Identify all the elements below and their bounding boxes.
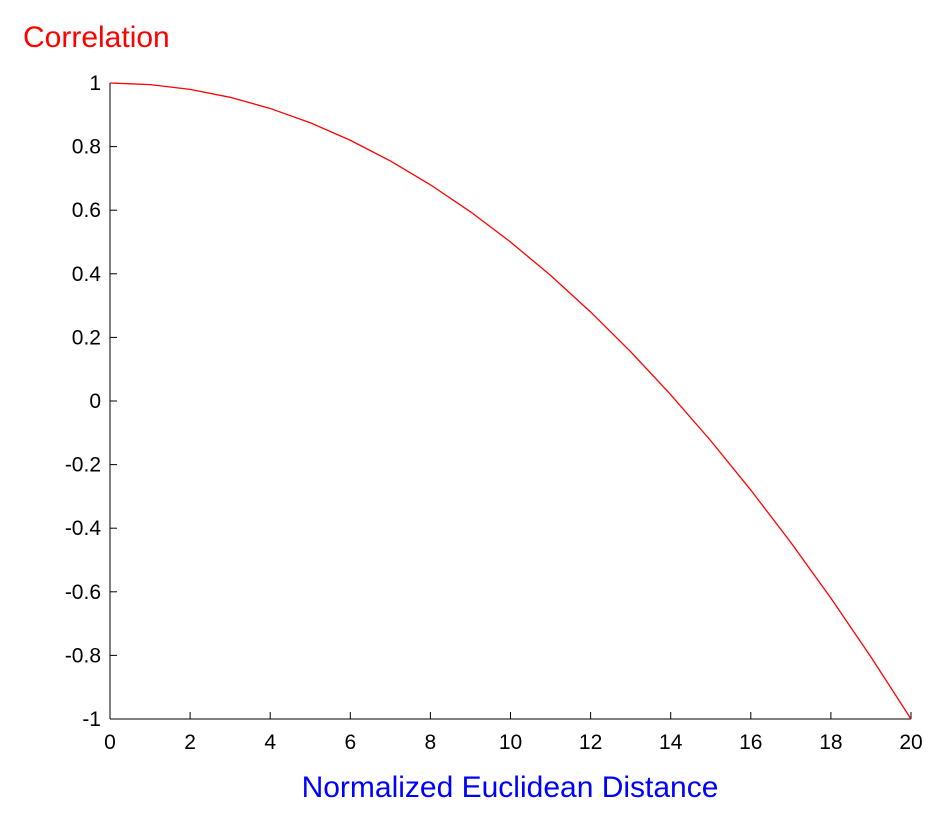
- y-tick-label: 0.4: [72, 263, 102, 286]
- x-tick-label: 2: [184, 731, 196, 754]
- x-ticks: 0 2 4 6 8 10 12 14 16 18 20: [104, 712, 923, 754]
- y-tick-label: -1: [82, 708, 101, 731]
- y-tick-label: -0.6: [65, 581, 101, 604]
- series: [109, 82, 912, 720]
- y-tick-label: 0.8: [72, 136, 101, 159]
- axes: [109, 83, 911, 720]
- y-tick-label: 1: [89, 72, 101, 95]
- y-tick-label: -0.2: [65, 454, 101, 477]
- series-line: [109, 82, 912, 720]
- y-tick-label: 0.6: [72, 199, 101, 222]
- y-tick-label: 0: [89, 390, 101, 413]
- x-tick-label: 20: [899, 731, 922, 754]
- y-tick-label: 0.2: [72, 326, 101, 349]
- y-ticks: 1 0.8 0.6 0.4 0.2 0 -0.2 -0.4 -0.6 -0.8 -1: [65, 72, 117, 731]
- x-tick-label: 12: [579, 731, 602, 754]
- x-tick-label: 8: [425, 731, 437, 754]
- x-tick-label: 10: [499, 731, 522, 754]
- x-tick-label: 6: [344, 731, 356, 754]
- x-axis-title: Normalized Euclidean Distance: [302, 771, 719, 804]
- y-axis-title: Correlation: [23, 21, 170, 54]
- x-tick-label: 16: [739, 731, 762, 754]
- x-tick-label: 18: [819, 731, 842, 754]
- y-tick-label: -0.4: [65, 517, 102, 540]
- x-tick-label: 0: [104, 731, 116, 754]
- y-tick-label: -0.8: [65, 644, 101, 667]
- x-tick-label: 4: [264, 731, 276, 754]
- x-tick-label: 14: [659, 731, 683, 754]
